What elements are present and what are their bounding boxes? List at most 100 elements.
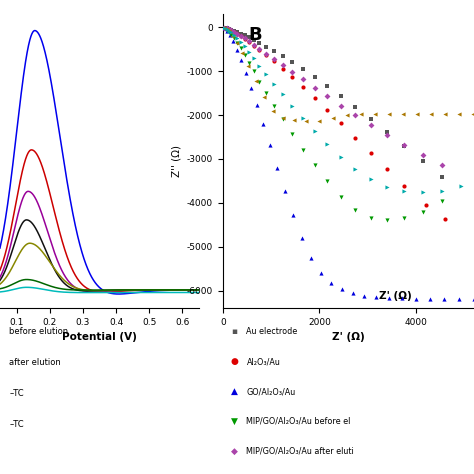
Point — [401, 142, 408, 149]
Point — [349, 290, 356, 297]
Point — [279, 116, 286, 123]
Point — [427, 110, 435, 118]
Point — [308, 255, 315, 262]
Text: ▼: ▼ — [231, 417, 238, 426]
Point — [260, 93, 268, 100]
Point — [323, 178, 331, 185]
Point — [247, 84, 255, 91]
Point — [323, 141, 331, 148]
Point — [241, 35, 248, 43]
Point — [298, 235, 306, 242]
Point — [470, 295, 474, 303]
Text: –TC: –TC — [9, 389, 24, 398]
Text: –TC: –TC — [9, 420, 24, 428]
Point — [237, 32, 245, 39]
Point — [291, 117, 298, 124]
Point — [299, 65, 307, 73]
Point — [361, 292, 368, 300]
Point — [351, 134, 359, 142]
Point — [438, 173, 446, 181]
Point — [419, 189, 427, 196]
Point — [220, 25, 228, 32]
Point — [228, 27, 235, 35]
Point — [220, 24, 228, 32]
Point — [311, 84, 319, 91]
Point — [441, 216, 449, 223]
Point — [279, 52, 286, 60]
Point — [311, 162, 319, 169]
Point — [329, 114, 337, 121]
Point — [230, 27, 238, 35]
Point — [351, 206, 359, 214]
Point — [245, 59, 253, 66]
Point — [225, 28, 233, 36]
Point — [226, 31, 233, 39]
X-axis label: Z' (Ω): Z' (Ω) — [332, 332, 365, 342]
Point — [281, 187, 289, 195]
Point — [255, 62, 263, 69]
Point — [337, 92, 345, 100]
Point — [383, 132, 391, 139]
Point — [234, 34, 241, 42]
Point — [371, 110, 379, 118]
Text: ▲: ▲ — [231, 387, 238, 396]
Point — [225, 27, 233, 35]
Point — [401, 187, 408, 195]
Point — [255, 39, 263, 47]
Point — [289, 102, 296, 110]
Point — [279, 91, 286, 98]
Point — [337, 193, 345, 201]
Point — [263, 89, 270, 97]
Point — [311, 128, 319, 135]
Point — [311, 73, 319, 81]
Point — [401, 214, 408, 222]
Point — [237, 56, 245, 64]
Point — [457, 182, 465, 190]
Point — [242, 69, 250, 77]
Point — [422, 201, 429, 209]
Point — [299, 115, 307, 122]
Text: ●: ● — [231, 357, 238, 366]
Point — [270, 80, 278, 88]
Y-axis label: Z'' (Ω): Z'' (Ω) — [171, 145, 181, 177]
Point — [220, 24, 228, 32]
Point — [229, 37, 237, 45]
Point — [230, 31, 238, 38]
Point — [260, 120, 267, 128]
Point — [263, 43, 270, 50]
Point — [234, 30, 241, 38]
Point — [228, 31, 235, 38]
Point — [237, 45, 245, 52]
Point — [228, 27, 235, 34]
Point — [440, 295, 448, 303]
Point — [299, 76, 307, 83]
Point — [426, 295, 433, 303]
Point — [311, 94, 319, 101]
Point — [351, 165, 359, 173]
Text: ▪: ▪ — [232, 328, 237, 336]
Point — [289, 73, 296, 81]
Point — [255, 46, 263, 54]
Point — [237, 38, 245, 46]
Point — [223, 26, 230, 33]
Point — [357, 110, 365, 118]
Point — [279, 114, 287, 121]
Point — [438, 187, 446, 194]
Point — [273, 164, 281, 172]
Point — [223, 25, 230, 32]
Point — [441, 110, 449, 118]
Point — [323, 106, 331, 114]
Point — [383, 217, 391, 224]
Point — [455, 295, 463, 303]
Text: B: B — [248, 26, 262, 44]
Point — [225, 26, 233, 33]
Point — [263, 50, 270, 57]
Point — [338, 285, 346, 293]
Point — [241, 43, 248, 50]
Point — [223, 25, 230, 33]
Point — [220, 24, 228, 32]
Point — [220, 24, 228, 32]
Point — [223, 25, 230, 33]
Point — [245, 34, 253, 41]
X-axis label: Potential (V): Potential (V) — [62, 332, 137, 342]
